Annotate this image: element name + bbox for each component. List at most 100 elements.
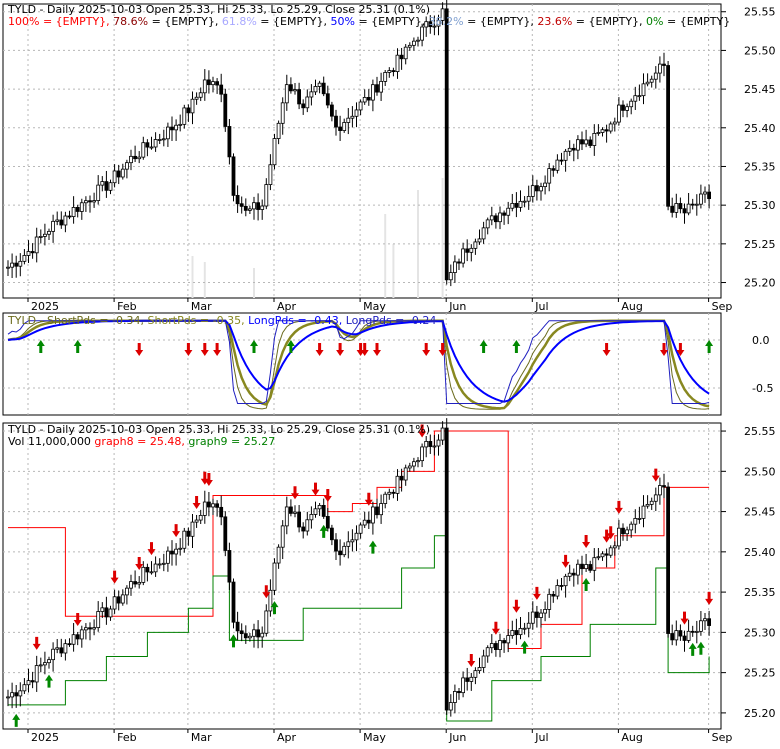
legend-entry: 50% bbox=[327, 15, 355, 28]
price-bar-body bbox=[670, 205, 675, 213]
price-bar-body bbox=[346, 541, 351, 547]
price-bar-body bbox=[194, 96, 199, 100]
price-bar-body bbox=[325, 93, 330, 106]
legend-entry: = {EMPTY}, bbox=[464, 15, 534, 28]
price-bar-body bbox=[71, 207, 76, 217]
price-bar-body bbox=[465, 248, 470, 253]
price-bar-body bbox=[239, 630, 244, 635]
price-bar-body bbox=[96, 611, 101, 629]
price-bar-body bbox=[596, 132, 601, 134]
price-bar-body bbox=[211, 81, 215, 86]
price-bar-body bbox=[502, 640, 507, 644]
price-bar-body bbox=[584, 139, 588, 145]
sell-arrow bbox=[213, 343, 222, 356]
buy-arrow bbox=[520, 640, 529, 654]
price-bar-body bbox=[137, 156, 142, 160]
price-bar-body bbox=[625, 106, 629, 111]
price-bar-body bbox=[682, 208, 687, 214]
price-bar-body bbox=[658, 63, 662, 74]
price-bar-body bbox=[125, 587, 129, 596]
price-bar-body bbox=[411, 40, 416, 46]
buy-arrow bbox=[688, 642, 697, 656]
price-bar-body bbox=[690, 203, 695, 206]
volume-bar bbox=[203, 262, 206, 298]
sell-arrow bbox=[680, 611, 689, 625]
price-bar-body bbox=[14, 262, 19, 267]
price-bar-body bbox=[104, 607, 109, 618]
price-bar-body bbox=[465, 677, 470, 682]
price-bar-body bbox=[563, 150, 568, 161]
price-bar-body bbox=[436, 20, 441, 27]
price-bar-body bbox=[407, 44, 412, 48]
price-bar-body bbox=[313, 86, 318, 93]
price-bar-body bbox=[10, 262, 15, 268]
price-bar-body bbox=[264, 610, 269, 634]
price-bar-body bbox=[399, 475, 404, 481]
price-bar-body bbox=[194, 519, 199, 523]
price-bar-body bbox=[608, 547, 613, 556]
price-bar-body bbox=[321, 504, 326, 517]
x-tick-label: Mar bbox=[191, 731, 212, 744]
price-bar-body bbox=[190, 521, 195, 537]
price-bar-body bbox=[535, 611, 539, 618]
price-bar-body bbox=[502, 212, 507, 216]
price-bar-body bbox=[317, 82, 322, 87]
y-tick-label: -0.5 bbox=[752, 382, 773, 395]
price-bar-body bbox=[149, 146, 154, 149]
price-bar-body bbox=[334, 115, 338, 128]
sell-arrow bbox=[422, 343, 431, 356]
price-bar-body bbox=[276, 122, 281, 139]
price-bar-body bbox=[629, 100, 634, 108]
legend-entry: = {EMPTY} bbox=[663, 15, 730, 28]
price-bar-body bbox=[145, 142, 150, 148]
price-bar-body bbox=[247, 635, 252, 639]
price-bar-body bbox=[342, 122, 347, 131]
sell-arrow bbox=[606, 526, 615, 540]
price-bar-body bbox=[370, 84, 375, 101]
indicator-lines bbox=[7, 319, 710, 410]
price-bar-body bbox=[100, 181, 105, 186]
price-bar-body bbox=[666, 65, 670, 207]
price-bar-body bbox=[428, 441, 433, 447]
price-bar-body bbox=[157, 139, 162, 141]
y-tick-label: 25.20 bbox=[744, 707, 776, 720]
price-bar-body bbox=[452, 691, 457, 703]
price-bar-body bbox=[22, 255, 27, 262]
price-bar-body bbox=[489, 215, 494, 221]
price-bar-body bbox=[342, 545, 347, 556]
price-bar-body bbox=[576, 563, 580, 576]
price-bar-body bbox=[301, 526, 306, 532]
price-bar-body bbox=[485, 219, 490, 229]
price-bar-body bbox=[645, 81, 650, 85]
price-bar-body bbox=[321, 82, 326, 95]
price-bar-body bbox=[576, 139, 580, 151]
price-bar-body bbox=[178, 547, 183, 550]
price-bar-body bbox=[235, 194, 240, 205]
x-tick-label: Jun bbox=[448, 731, 466, 744]
legend-entry: graph9 = 25.27 bbox=[185, 435, 275, 448]
price-bar-body bbox=[137, 581, 142, 585]
sell-arrow bbox=[184, 343, 193, 356]
price-bar-body bbox=[133, 155, 138, 160]
y-tick-label: 25.35 bbox=[744, 586, 776, 599]
price-bar-body bbox=[506, 635, 511, 644]
price-bar-body bbox=[252, 629, 256, 637]
x-tick-label: Apr bbox=[277, 731, 297, 744]
price-bar-body bbox=[112, 596, 117, 610]
price-bar-body bbox=[268, 589, 273, 612]
buy-arrow bbox=[512, 340, 521, 353]
price-bar-body bbox=[375, 506, 379, 516]
price-bar-body bbox=[461, 677, 466, 694]
price-bar-body bbox=[79, 629, 84, 640]
price-bar-body bbox=[272, 138, 277, 166]
price-bar-body bbox=[235, 621, 240, 632]
price-bar-body bbox=[71, 634, 76, 645]
price-bar-body bbox=[571, 147, 576, 151]
x-tick-label: Sep bbox=[712, 300, 733, 313]
signal-legend: Vol 11,000,000 graph8 = 25.48, graph9 = … bbox=[8, 435, 275, 448]
price-bar-body bbox=[84, 627, 88, 631]
sell-arrow bbox=[262, 585, 271, 599]
price-bar-body bbox=[416, 460, 420, 463]
y-tick-label: 25.45 bbox=[744, 83, 776, 96]
sell-arrow bbox=[467, 653, 476, 667]
